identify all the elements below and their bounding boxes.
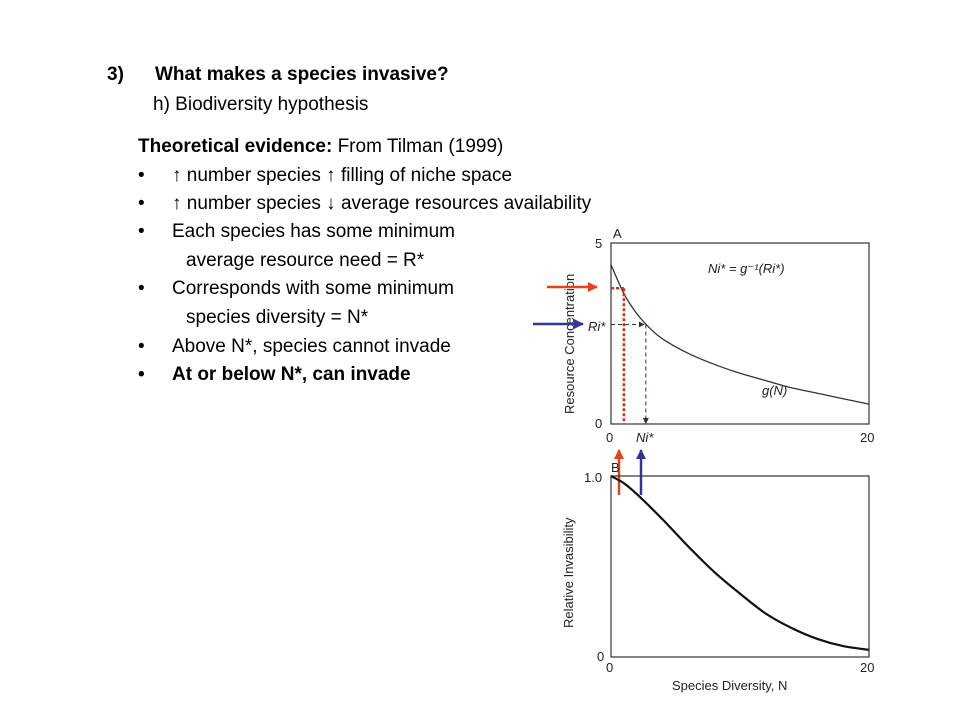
- panel-b-xtick-right: 20: [860, 660, 874, 675]
- panel-a: A 5 0 0 20 Resource Concentration Ni* = …: [562, 226, 874, 445]
- panel-b-curve: [611, 476, 869, 650]
- panel-a-ni-label: Ni*: [636, 430, 654, 445]
- panel-b-ytick-top: 1.0: [584, 470, 602, 485]
- panel-b-frame: [611, 476, 869, 657]
- panel-a-ytick-bottom: 0: [595, 416, 602, 431]
- panel-a-xtick-left: 0: [606, 430, 613, 445]
- panel-b: B 1.0 0 0 20 Relative Invasibility Speci…: [561, 460, 874, 693]
- panel-b-label: B: [611, 460, 620, 475]
- panel-b-xtick-left: 0: [606, 660, 613, 675]
- panel-a-ylabel: Resource Concentration: [562, 274, 577, 414]
- panel-b-ylabel: Relative Invasibility: [561, 517, 576, 628]
- panel-a-equation: Ni* = g⁻¹(Ri*): [708, 261, 785, 276]
- panel-a-xtick-right: 20: [860, 430, 874, 445]
- panel-b-xlabel: Species Diversity, N: [672, 678, 787, 693]
- panel-b-ytick-bottom: 0: [597, 649, 604, 664]
- panel-a-ri-label: Ri*: [588, 319, 606, 334]
- panel-a-ytick-top: 5: [595, 236, 602, 251]
- panel-a-label: A: [613, 226, 622, 241]
- panel-a-curve: [611, 265, 869, 404]
